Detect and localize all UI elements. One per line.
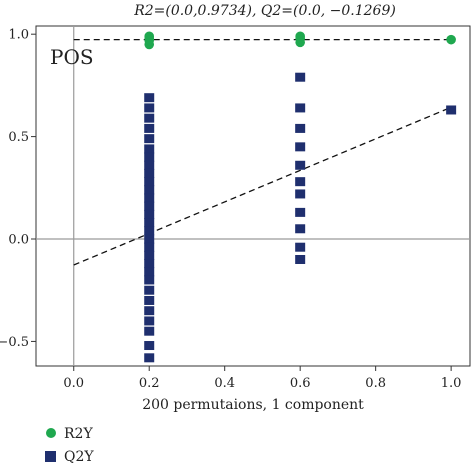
y-tick-label: 1.0 [8, 28, 29, 43]
q2y-point [144, 234, 155, 244]
q2y-point [144, 152, 155, 162]
y-tick-label: 0.5 [8, 130, 29, 145]
q2y-point [144, 201, 155, 211]
q2y-point [446, 105, 457, 115]
q2y-point [144, 103, 155, 113]
panel-label: POS [50, 45, 94, 69]
q2y-point [144, 177, 155, 187]
x-axis-title: 200 permutaions, 1 component [142, 397, 364, 413]
q2y-point [144, 218, 155, 228]
legend-r2y-marker [46, 428, 56, 438]
r2y-points [144, 31, 456, 50]
q2y-point [144, 316, 155, 326]
q2y-point [144, 275, 155, 285]
regression-lines [73, 38, 452, 266]
q2y-point [295, 160, 306, 170]
q2y-point [144, 93, 155, 103]
q2y-point [144, 160, 155, 170]
q2y-point [144, 353, 155, 363]
q2y-point [295, 207, 306, 217]
q2y-point [295, 189, 306, 199]
chart-title: R2=(0.0,0.9734), Q2=(0.0, −0.1269) [133, 3, 396, 19]
y-axis-ticks: 1.0 0.5 0.0 −0.5 [0, 28, 36, 350]
r2y-point [446, 34, 456, 45]
legend-r2y-label: R2Y [64, 426, 93, 442]
q2y-point [144, 295, 155, 305]
q2y-point [295, 254, 306, 264]
x-tick-label: 0.4 [214, 376, 235, 391]
q2y-point [144, 123, 155, 133]
y-tick-label: −0.5 [0, 335, 29, 350]
legend-q2y-marker [45, 451, 56, 462]
x-tick-label: 0.8 [365, 376, 386, 391]
x-tick-label: 0.2 [139, 376, 160, 391]
r2y-point [144, 39, 155, 50]
q2y-point [144, 185, 155, 195]
x-axis-ticks: 0.0 0.2 0.4 0.6 0.8 1.0 [63, 366, 461, 391]
q2y-point [144, 226, 155, 236]
q2y-point [144, 113, 155, 123]
q2y-point [144, 341, 155, 351]
q2y-point [144, 193, 155, 203]
q2y-point [295, 224, 306, 234]
q2y-point [144, 306, 155, 316]
legend: R2Y Q2Y [45, 426, 94, 465]
q2y-point [295, 72, 306, 82]
q2y-point [295, 177, 306, 187]
r2y-point [295, 37, 305, 48]
x-tick-label: 1.0 [441, 376, 462, 391]
q2y-point [144, 242, 155, 252]
q2y-point [144, 134, 155, 144]
plot-frame [35, 25, 471, 367]
q2y-point [144, 285, 155, 295]
legend-q2y-label: Q2Y [64, 449, 94, 465]
q2y-point [295, 142, 306, 152]
q2y-point [144, 259, 155, 269]
regression-line-q2y [73, 106, 452, 266]
q2y-point [295, 103, 306, 113]
q2y-point [295, 123, 306, 133]
q2y-point [144, 144, 155, 154]
q2y-point [144, 267, 155, 277]
q2y-point [144, 250, 155, 260]
y-tick-label: 0.0 [8, 233, 29, 248]
q2y-point [295, 242, 306, 252]
x-tick-label: 0.0 [63, 376, 84, 391]
q2y-point [144, 168, 155, 178]
x-tick-label: 0.6 [290, 376, 311, 391]
q2y-point [144, 326, 155, 336]
q2y-points [144, 72, 457, 363]
q2y-point [144, 209, 155, 219]
